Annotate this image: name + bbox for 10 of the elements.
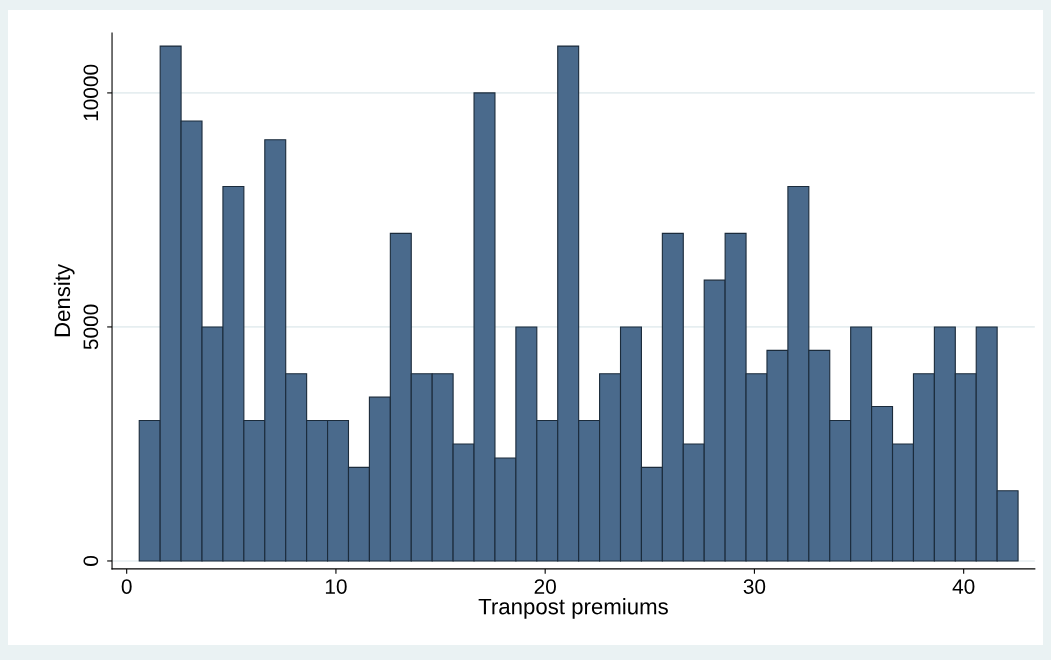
x-tick-label: 30 bbox=[743, 579, 766, 594]
x-tick-label: 10 bbox=[325, 579, 347, 594]
x-axis-title: Tranpost premiums bbox=[478, 598, 668, 619]
x-tick-label: 20 bbox=[534, 579, 556, 594]
y-axis-title: Density bbox=[53, 263, 75, 337]
y-tick-label: 5000 bbox=[83, 304, 99, 350]
x-tick-label: 0 bbox=[121, 579, 132, 594]
x-tick-label: 40 bbox=[952, 579, 975, 594]
y-tick-label: 10000 bbox=[83, 64, 99, 121]
y-tick-label: 0 bbox=[83, 555, 99, 566]
